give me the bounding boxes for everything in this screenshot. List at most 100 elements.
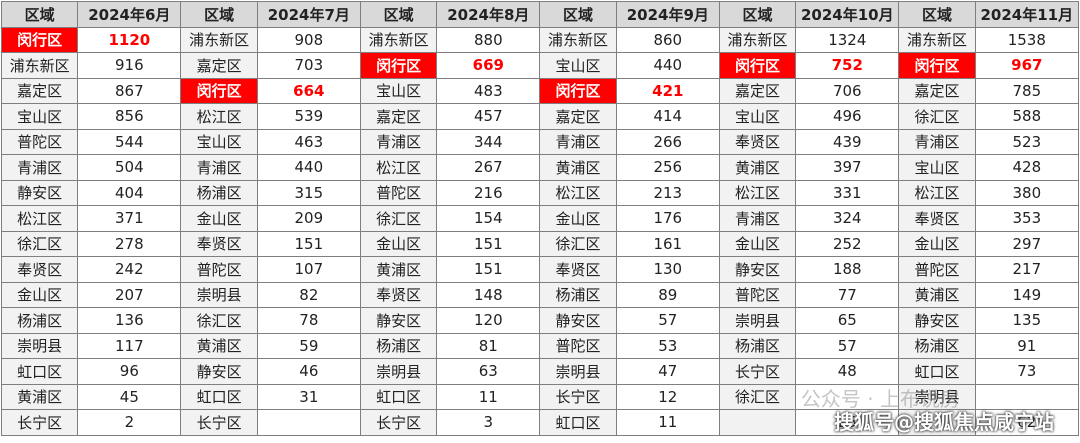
deal-count: 916 [77, 52, 182, 79]
deal-count: 252 [795, 230, 900, 257]
district-name: 杨浦区 [359, 332, 438, 359]
data-row: 长宁区 2 长宁区 长宁区 3 虹口区 11 25 62 [0, 409, 1080, 436]
region-header: 区域 [359, 1, 438, 28]
deal-count: 344 [436, 128, 541, 155]
deal-count: 867 [77, 77, 182, 104]
district-name: 奉贤区 [539, 256, 617, 283]
deal-count: 544 [77, 128, 182, 155]
data-row: 杨浦区 136 徐汇区 78 静安区 120 静安区 57 崇明县 65 静安区 135 [0, 307, 1080, 334]
district-name: 宝山区 [898, 154, 976, 181]
district-name: 徐汇区 [0, 230, 79, 257]
district-name: 浦东新区 [180, 26, 258, 53]
deal-count: 47 [615, 358, 720, 385]
district-name: 嘉定区 [718, 77, 797, 104]
district-name: 奉贤区 [718, 128, 797, 155]
district-name: 闵行区 [0, 26, 79, 53]
district-name: 闵行区 [898, 52, 976, 79]
deal-count: 107 [256, 256, 361, 283]
data-row: 金山区 207 崇明县 82 奉贤区 148 杨浦区 89 普陀区 77 黄浦区 149 [0, 281, 1080, 308]
deal-count: 57 [615, 307, 720, 334]
data-row: 虹口区 96 静安区 46 崇明县 63 崇明县 47 长宁区 48 虹口区 73 [0, 358, 1080, 385]
district-name: 黄浦区 [718, 154, 797, 181]
deal-count: 148 [436, 281, 541, 308]
district-name: 黄浦区 [359, 256, 438, 283]
district-name [718, 409, 797, 436]
district-name: 宝山区 [718, 103, 797, 130]
deal-count: 664 [256, 77, 361, 104]
deal-count: 48 [795, 358, 900, 385]
district-name: 浦东新区 [539, 26, 617, 53]
district-name: 青浦区 [718, 205, 797, 232]
deal-count: 267 [436, 154, 541, 181]
deal-count: 440 [256, 154, 361, 181]
data-row: 徐汇区 278 奉贤区 151 金山区 151 徐汇区 161 金山区 252 金山区 297 [0, 230, 1080, 257]
deal-count: 62 [974, 409, 1080, 436]
district-name: 崇明县 [539, 358, 617, 385]
district-name: 松江区 [180, 103, 258, 130]
deal-count: 1324 [795, 26, 900, 53]
district-name: 浦东新区 [898, 26, 976, 53]
district-name: 金山区 [359, 230, 438, 257]
deal-count: 151 [436, 230, 541, 257]
deal-count: 880 [436, 26, 541, 53]
deal-count: 539 [256, 103, 361, 130]
deal-count: 213 [615, 179, 720, 206]
deal-count: 176 [615, 205, 720, 232]
district-name: 崇明县 [180, 281, 258, 308]
district-name: 徐汇区 [180, 307, 258, 334]
deal-count: 11 [436, 383, 541, 410]
deal-count: 217 [974, 256, 1080, 283]
district-name: 嘉定区 [539, 103, 617, 130]
deal-count: 242 [77, 256, 182, 283]
deal-count: 588 [974, 103, 1080, 130]
district-name: 杨浦区 [539, 281, 617, 308]
deal-count: 353 [974, 205, 1080, 232]
deal-count: 523 [974, 128, 1080, 155]
deal-count: 397 [795, 154, 900, 181]
deal-count: 324 [795, 205, 900, 232]
district-name: 虹口区 [539, 409, 617, 436]
district-name: 普陀区 [718, 281, 797, 308]
district-name: 黄浦区 [180, 332, 258, 359]
deal-count: 414 [615, 103, 720, 130]
district-name: 松江区 [898, 179, 976, 206]
deal-count: 12 [615, 383, 720, 410]
deal-count: 59 [256, 332, 361, 359]
deal-count: 81 [436, 332, 541, 359]
deal-count: 856 [77, 103, 182, 130]
district-name: 宝山区 [180, 128, 258, 155]
deal-count: 11 [615, 409, 720, 436]
deal-count: 209 [256, 205, 361, 232]
data-row: 静安区 404 杨浦区 315 普陀区 216 松江区 213 松江区 331 松江区 380 [0, 179, 1080, 206]
district-name: 奉贤区 [180, 230, 258, 257]
deal-count: 154 [436, 205, 541, 232]
deal-count: 278 [77, 230, 182, 257]
district-name: 徐汇区 [359, 205, 438, 232]
district-name: 虹口区 [359, 383, 438, 410]
data-row: 普陀区 544 宝山区 463 青浦区 344 青浦区 266 奉贤区 439 青浦区 523 [0, 128, 1080, 155]
month-header: 2024年9月 [615, 1, 720, 28]
district-name: 松江区 [0, 205, 79, 232]
district-name: 青浦区 [359, 128, 438, 155]
district-name: 嘉定区 [180, 52, 258, 79]
district-name: 静安区 [180, 358, 258, 385]
district-name: 杨浦区 [0, 307, 79, 334]
district-name: 浦东新区 [0, 52, 79, 79]
deal-count: 504 [77, 154, 182, 181]
district-name: 普陀区 [539, 332, 617, 359]
deal-count: 380 [974, 179, 1080, 206]
district-name [898, 409, 976, 436]
deal-count: 31 [256, 383, 361, 410]
header-row: 区域 2024年6月 区域 2024年7月 区域 2024年8月 区域 2024年9月 区域 20… [0, 1, 1080, 28]
region-header: 区域 [180, 1, 258, 28]
district-name: 崇明县 [898, 383, 976, 410]
district-name: 黄浦区 [0, 383, 79, 410]
deal-count: 207 [77, 281, 182, 308]
deal-count: 65 [795, 307, 900, 334]
deal-count: 908 [256, 26, 361, 53]
data-row: 黄浦区 45 虹口区 31 虹口区 11 长宁区 12 徐汇区 崇明县 [0, 383, 1080, 410]
deal-count: 89 [615, 281, 720, 308]
deal-count: 216 [436, 179, 541, 206]
deal-count: 120 [436, 307, 541, 334]
